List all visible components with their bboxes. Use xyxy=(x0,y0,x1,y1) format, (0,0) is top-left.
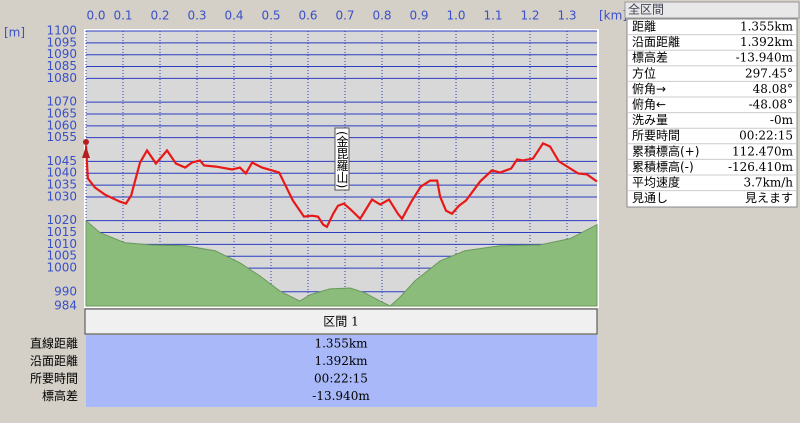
y-tick-label: 1015 xyxy=(46,225,77,239)
start-marker xyxy=(82,139,90,158)
panel-value: 1.392km xyxy=(740,35,794,49)
y-tick-label: 1035 xyxy=(46,178,77,192)
y-tick-label: 1095 xyxy=(46,35,77,49)
panel-label: 見通し xyxy=(632,191,668,205)
panel-value: -126.410m xyxy=(728,160,794,174)
panel-value: 112.470m xyxy=(732,144,794,158)
panel-value: 297.45° xyxy=(745,66,793,80)
panel-value: -13.940m xyxy=(736,51,794,65)
y-tick-label: 1030 xyxy=(46,189,77,203)
x-tick-label: 0.7 xyxy=(335,9,354,23)
grid xyxy=(85,30,597,307)
panel-title: 全区間 xyxy=(628,2,664,17)
panel-label: 方位 xyxy=(632,65,656,80)
panel-label: 沿面距離 xyxy=(632,35,680,49)
terrain-area xyxy=(85,219,598,307)
panel-label: 距離 xyxy=(632,20,656,34)
y-tick-label: 1055 xyxy=(46,130,77,144)
panel-label: 俯角← xyxy=(632,97,666,112)
y-tick-label: 984 xyxy=(54,299,77,313)
x-tick-label: 1.3 xyxy=(557,9,576,23)
panel-title-box xyxy=(624,1,800,19)
x-tick-label: 0.2 xyxy=(150,9,169,23)
panel-value: 1.355km xyxy=(740,20,794,34)
x-unit: [km] xyxy=(599,9,627,23)
profile-line xyxy=(84,141,598,229)
section-label: 沿面距離 xyxy=(30,354,78,368)
panel-label: 所要時間 xyxy=(632,129,680,143)
y-tick-label: 1010 xyxy=(46,237,77,251)
panel-value: 00:22:15 xyxy=(739,129,793,143)
panel-label: 累積標高(+) xyxy=(632,143,699,158)
section-header: 区間 1 xyxy=(323,315,358,329)
panel-value: -0m xyxy=(770,113,794,127)
x-tick-label: 0.5 xyxy=(261,9,280,23)
y-tick-label: 1005 xyxy=(46,249,77,263)
panel-value: -48.08° xyxy=(749,98,793,112)
x-tick-label: 0.4 xyxy=(224,9,243,23)
panel-label: 標高差 xyxy=(632,50,668,65)
y-tick-label: 1060 xyxy=(46,118,77,132)
panel-label: 洗み量 xyxy=(632,113,668,127)
y-tick-label: 1100 xyxy=(46,24,77,38)
y-tick-label: 1020 xyxy=(46,213,77,227)
y-tick-label: 1045 xyxy=(46,154,77,168)
x-tick-label: 0.9 xyxy=(409,9,428,23)
section-rows: 直線距離 1.355km 沿面距離 1.392km 所要時間 00:22:15 標高差 -13… xyxy=(30,336,370,404)
y-tick-label: 1065 xyxy=(46,106,77,120)
section-label: 所要時間 xyxy=(30,372,78,386)
annotation-box xyxy=(334,127,350,191)
series xyxy=(84,141,598,307)
panel-value: 見えます xyxy=(745,191,793,205)
panel-value: 3.7km/h xyxy=(743,176,793,190)
y-tick-label: 1070 xyxy=(46,95,77,109)
section-header-box xyxy=(84,308,598,335)
y-tick-label: 1090 xyxy=(46,47,77,61)
x-tick-label: 0.0 xyxy=(86,9,105,23)
y-tick-label: 1085 xyxy=(46,59,77,73)
panel-label: 平均速度 xyxy=(632,175,680,190)
y-unit: [m] xyxy=(4,26,25,40)
panel-rows: 距離 1.355km 沿面距離 1.392km 標高差 -13.940m 方位 297.45°… xyxy=(627,20,797,205)
x-tick-label: 1.0 xyxy=(446,9,465,23)
y-tick-label: 1080 xyxy=(46,71,77,85)
x-tick-label: 1.1 xyxy=(483,9,502,23)
section-value: -13.940m xyxy=(312,389,370,403)
section-value: 00:22:15 xyxy=(314,372,368,386)
section-label: 直線距離 xyxy=(30,336,78,351)
section-body xyxy=(86,335,597,407)
y-tick-label: 1000 xyxy=(46,261,77,275)
annotation: (金毘羅山) xyxy=(335,131,349,188)
section-label: 標高差 xyxy=(42,388,78,403)
x-tick-label: 0.6 xyxy=(298,9,317,23)
y-tick-label: 1040 xyxy=(46,166,77,180)
y-tick-label: 990 xyxy=(54,284,77,298)
section-value: 1.355km xyxy=(314,337,368,351)
x-tick-label: 1.2 xyxy=(520,9,539,23)
panel-label: 俯角→ xyxy=(632,81,666,96)
x-tick-label: 0.8 xyxy=(372,9,391,23)
panel-value: 48.08° xyxy=(753,82,793,96)
x-tick-label: 0.1 xyxy=(113,9,132,23)
x-tick-label: 0.3 xyxy=(187,9,206,23)
panel-label: 累積標高(-) xyxy=(632,159,694,174)
section-value: 1.392km xyxy=(314,354,368,368)
